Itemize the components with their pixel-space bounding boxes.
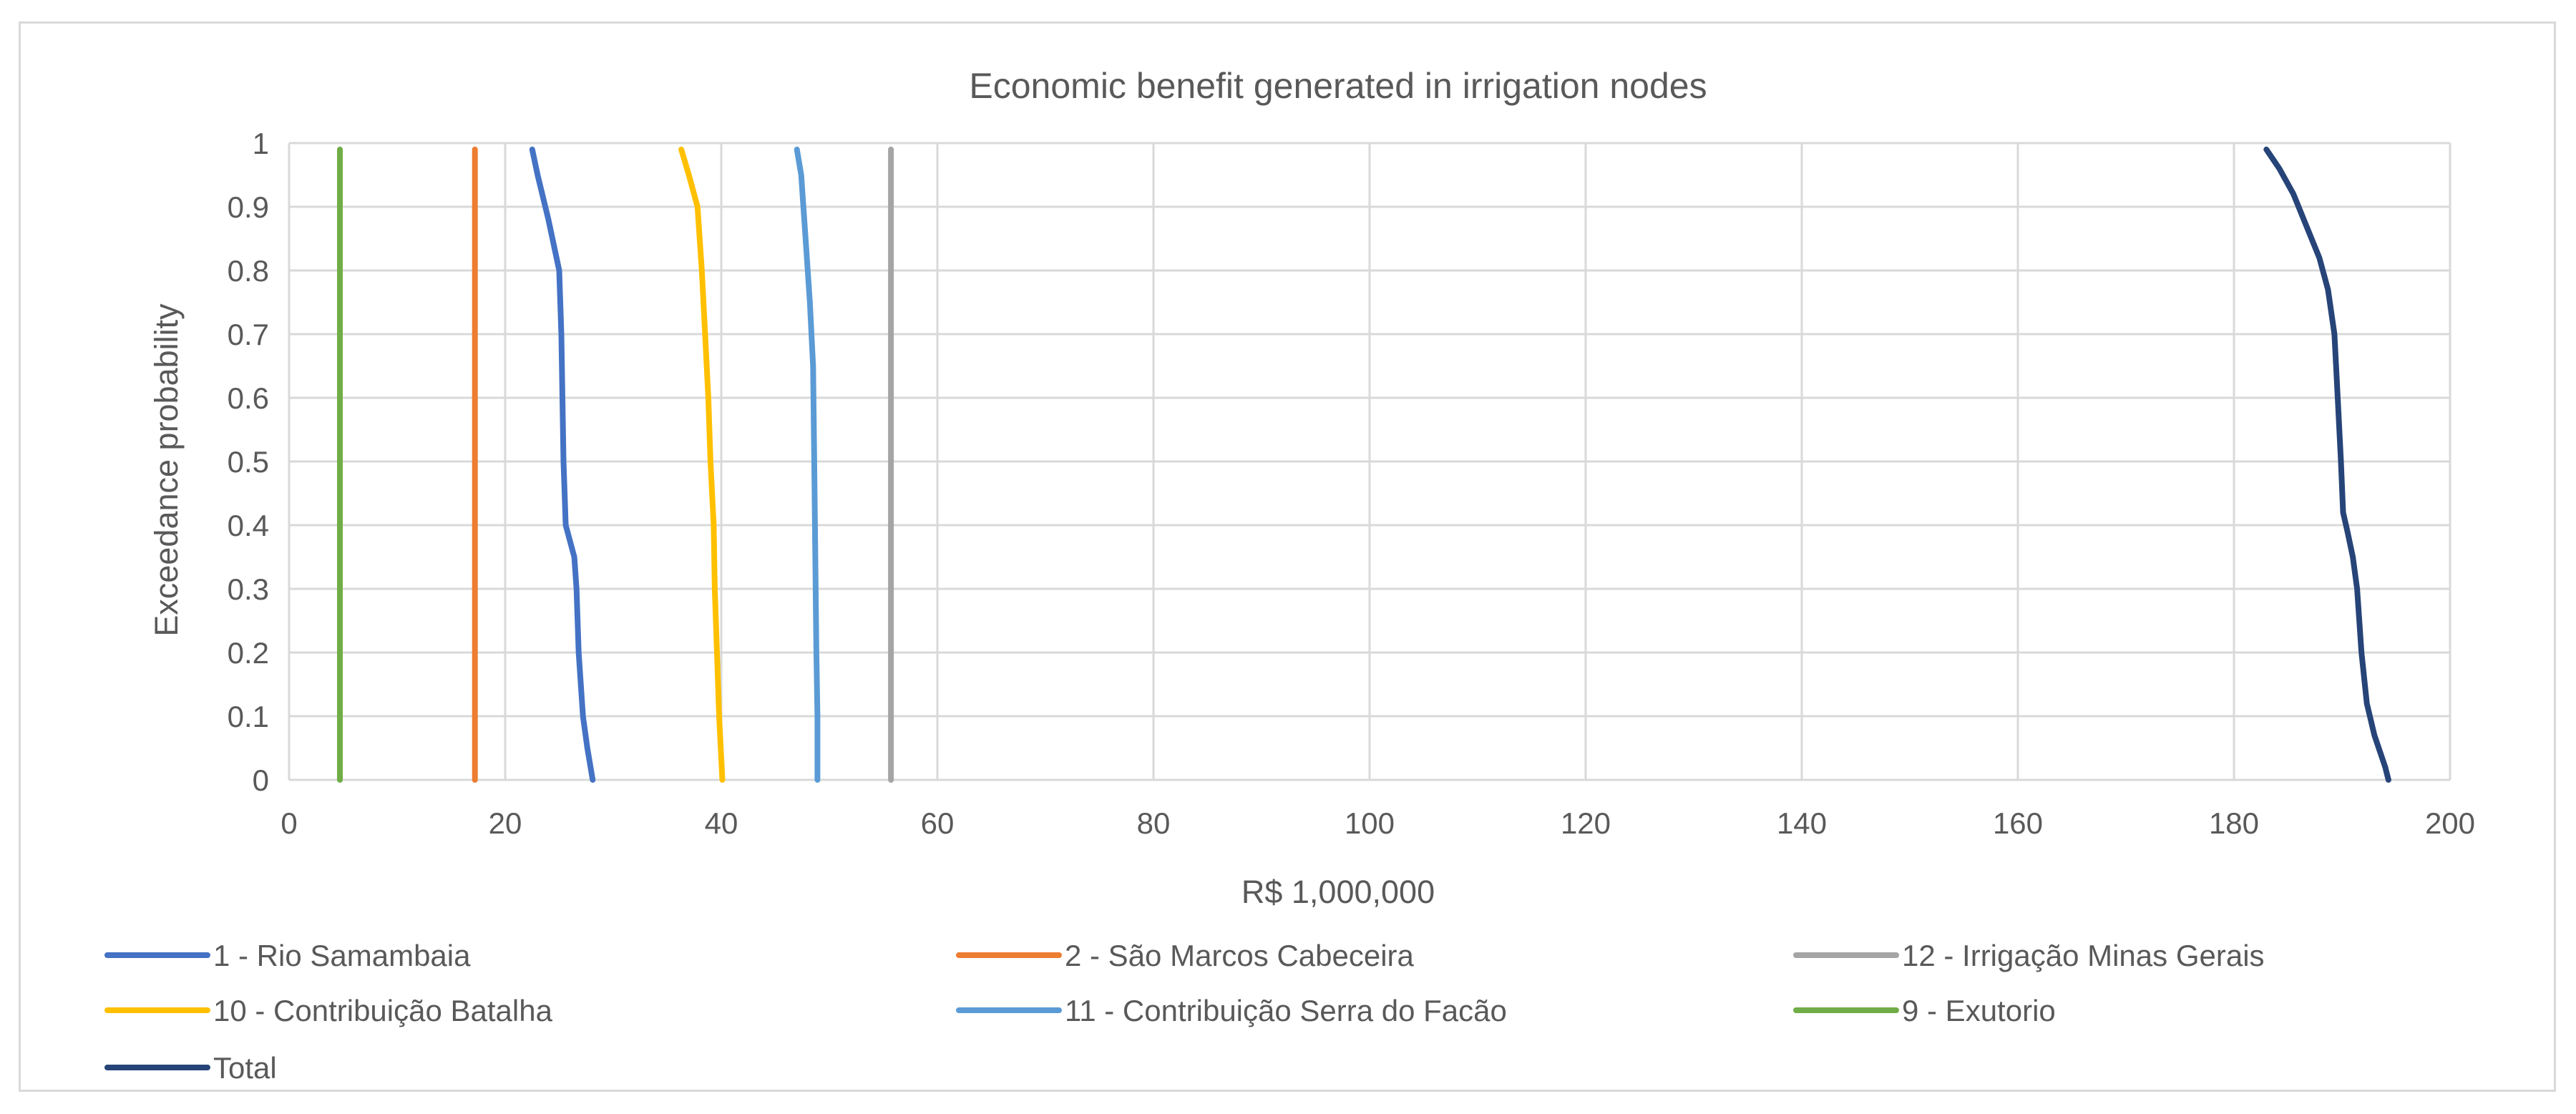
- x-tick-label: 80: [1137, 806, 1171, 840]
- series-line: [678, 146, 726, 783]
- y-tick-label: 0.2: [228, 636, 269, 670]
- y-tick-labels: 0 0.1 0.2 0.3 0.4 0.5 0.6 0.7 0.8 0.9 1: [228, 127, 269, 797]
- legend-label: 11 - Contribuição Serra do Facão: [1065, 994, 1507, 1027]
- x-tick-label: 160: [1993, 806, 2043, 840]
- legend-label: 12 - Irrigação Minas Gerais: [1902, 939, 2265, 972]
- x-tick-label: 120: [1561, 806, 1611, 840]
- x-tick-label: 200: [2425, 806, 2475, 840]
- y-tick-label: 0.5: [228, 445, 269, 479]
- y-tick-label: 0.7: [228, 318, 269, 351]
- x-tick-label: 20: [489, 806, 522, 840]
- chart-frame: [19, 21, 2556, 1092]
- gridlines: [288, 142, 2451, 781]
- x-tick-label: 100: [1345, 806, 1395, 840]
- legend-label: Total: [213, 1051, 277, 1085]
- y-tick-label: 0: [253, 763, 269, 797]
- legend-label: 9 - Exutorio: [1902, 994, 2056, 1027]
- x-tick-label: 60: [921, 806, 955, 840]
- y-tick-label: 0.1: [228, 700, 269, 733]
- y-tick-label: 0.6: [228, 381, 269, 415]
- chart-title: Economic benefit generated in irrigation…: [969, 66, 1707, 106]
- legend-label: 10 - Contribuição Batalha: [213, 994, 553, 1027]
- series-line: [2263, 146, 2391, 783]
- y-tick-label: 0.9: [228, 190, 269, 224]
- x-tick-label: 180: [2209, 806, 2259, 840]
- legend: 1 - Rio Samambaia 2 - São Marcos Cabeceir…: [104, 939, 2265, 1085]
- x-tick-label: 40: [705, 806, 738, 840]
- y-tick-label: 1: [253, 127, 269, 160]
- x-axis-label: R$ 1,000,000: [1241, 874, 1435, 910]
- x-tick-label: 140: [1777, 806, 1827, 840]
- y-axis-label: Exceedance probability: [148, 303, 185, 637]
- y-tick-label: 0.3: [228, 572, 269, 606]
- y-tick-label: 0.8: [228, 254, 269, 288]
- series-lines: [337, 146, 2391, 783]
- series-line: [529, 146, 596, 783]
- x-tick-labels: 0 20 40 60 80 100 120 140 160 180 200: [280, 806, 2475, 840]
- legend-label: 1 - Rio Samambaia: [213, 939, 471, 972]
- series-line: [794, 146, 821, 783]
- legend-label: 2 - São Marcos Cabeceira: [1065, 939, 1415, 972]
- y-tick-label: 0.4: [228, 509, 269, 542]
- x-tick-label: 0: [280, 806, 297, 840]
